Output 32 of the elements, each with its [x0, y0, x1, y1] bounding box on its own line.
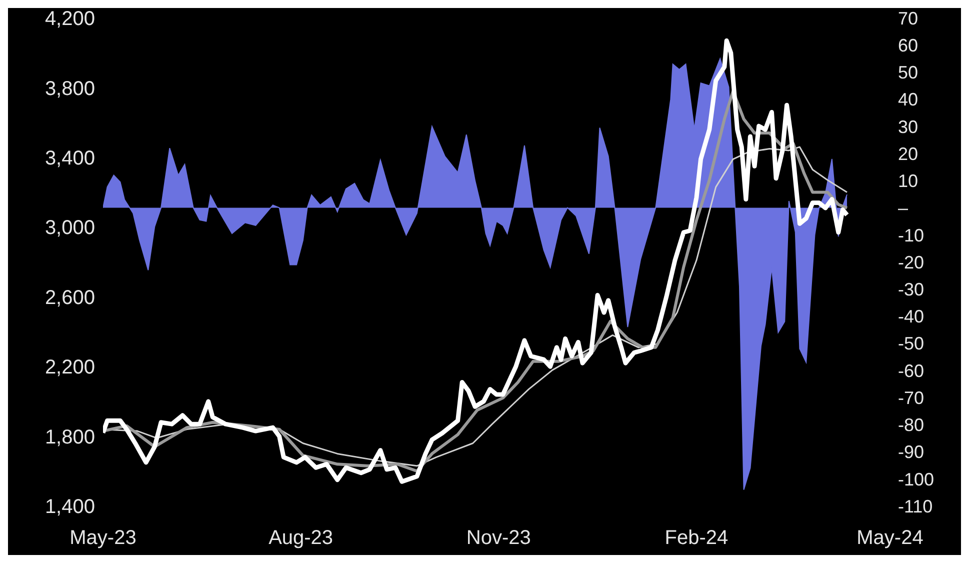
x-tick-label: Aug-23 — [268, 527, 334, 550]
y2-tick-label: 10 — [898, 171, 918, 192]
y-tick-label: 2,200 — [44, 356, 95, 379]
y2-tick-label: 50 — [898, 62, 918, 83]
y2-tick-label: -30 — [898, 280, 924, 300]
y2-tick-label: -60 — [898, 360, 924, 381]
x-tick-label: Feb-24 — [664, 527, 728, 550]
y2-tick-label: 40 — [898, 90, 918, 110]
y2-tick-label: -10 — [898, 225, 924, 246]
y2-tick-label: -110 — [898, 496, 933, 516]
y-tick-label: 1,400 — [44, 496, 95, 518]
y2-tick-label: -80 — [898, 415, 924, 436]
y2-tick-label: 60 — [898, 36, 918, 56]
y2-tick-label: 20 — [898, 144, 918, 164]
x-tick-label: May-23 — [70, 527, 136, 550]
y-tick-label: 4,200 — [44, 8, 95, 30]
x-tick-label: Nov-23 — [466, 527, 531, 550]
y2-tick-label: -100 — [898, 469, 934, 490]
y2-tick-label: -50 — [898, 334, 924, 354]
y2-tick-label: -90 — [898, 442, 924, 462]
y-tick-label: 3,400 — [44, 148, 95, 170]
y2-tick-label: 30 — [898, 116, 918, 137]
y2-tick-label: – — [898, 198, 908, 218]
y2-tick-label: -20 — [898, 252, 924, 272]
y-tick-label: 2,600 — [44, 286, 95, 309]
y2-tick-label: -40 — [898, 306, 924, 327]
y-tick-label: 3,800 — [44, 78, 95, 100]
y-tick-label: 1,800 — [44, 426, 95, 448]
y2-tick-label: -70 — [898, 388, 924, 408]
y2-tick-label: 70 — [898, 8, 918, 28]
y-tick-label: 3,000 — [44, 217, 95, 240]
x-tick-label: May-24 — [856, 527, 924, 550]
